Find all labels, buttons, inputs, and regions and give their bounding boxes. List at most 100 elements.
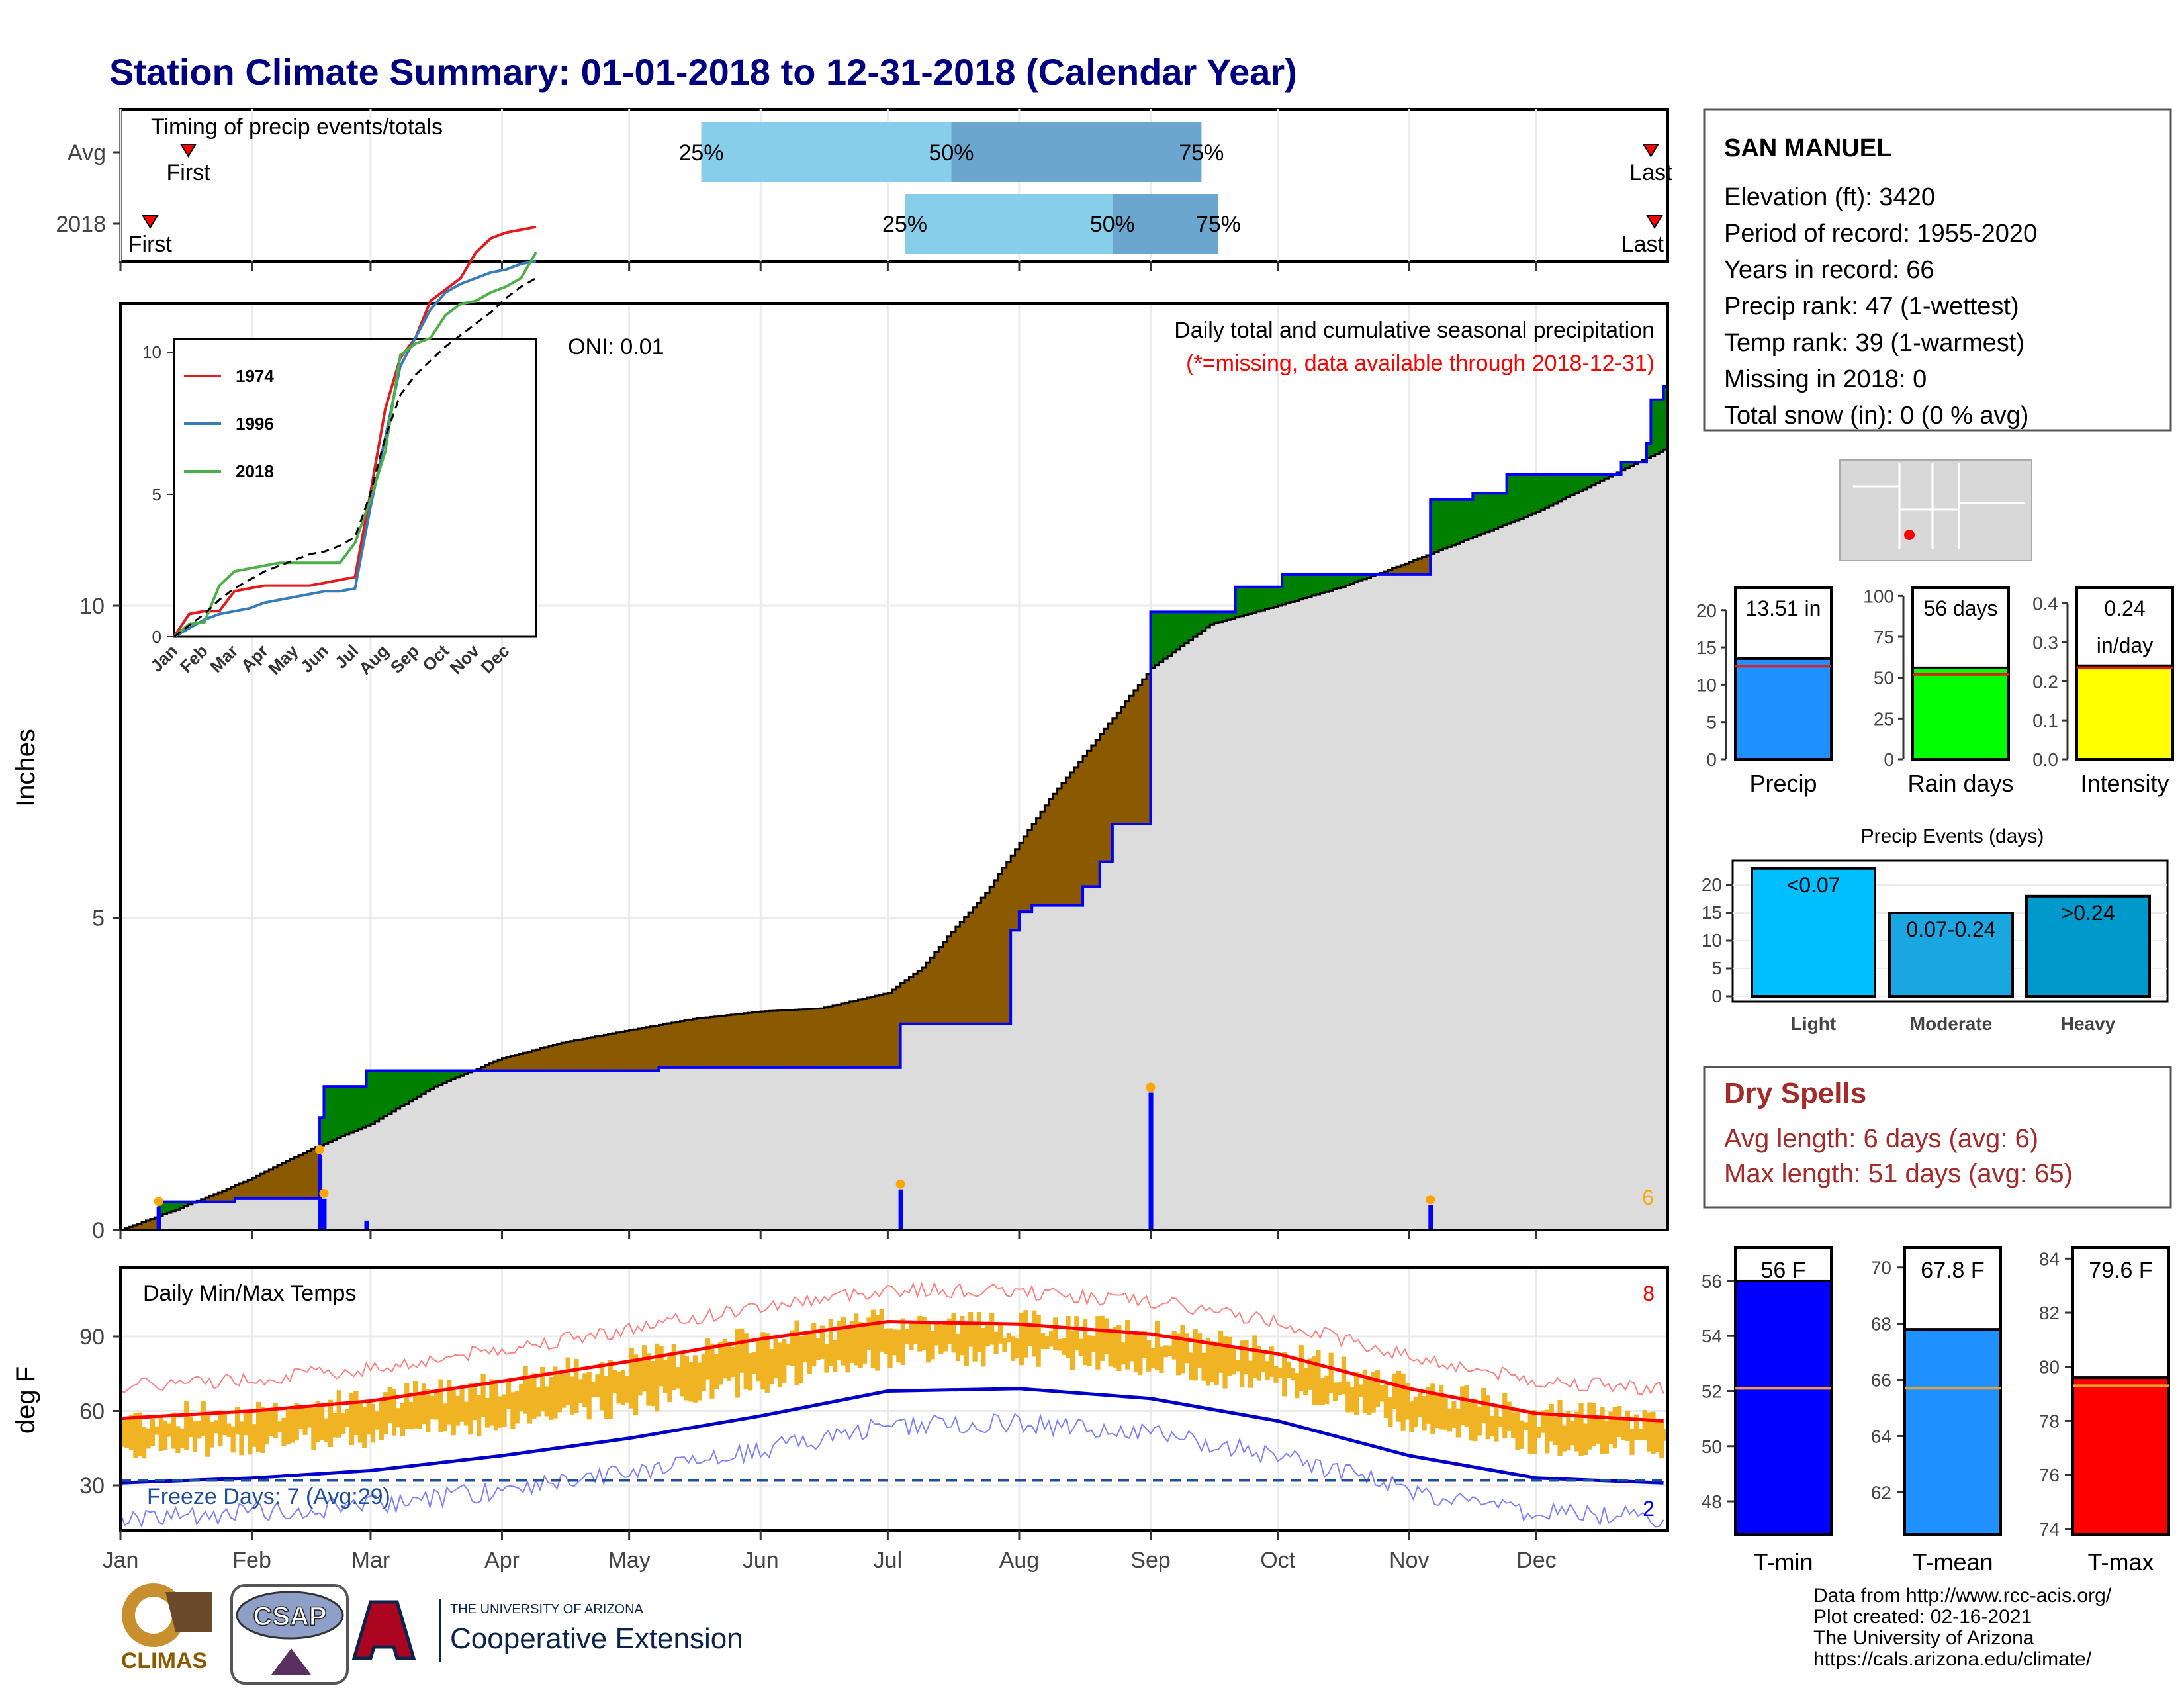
difference-fill: [926, 962, 931, 1024]
daily-range-bar: [1303, 1368, 1308, 1395]
difference-fill: [1210, 612, 1215, 625]
footer-line: Data from http://www.rcc-acis.org/: [1813, 1585, 2112, 1607]
value-line: in/day: [2097, 633, 2153, 657]
difference-fill: [1383, 571, 1388, 575]
daily-range-bar: [1316, 1350, 1321, 1405]
difference-fill: [1353, 574, 1359, 583]
daily-range-bar: [993, 1331, 999, 1354]
daily-range-bar: [1621, 1417, 1626, 1440]
daily-range-bar: [531, 1373, 537, 1419]
difference-fill: [578, 1039, 583, 1071]
difference-fill: [163, 1201, 168, 1215]
daily-range-bar: [1345, 1381, 1351, 1413]
difference-fill: [391, 1070, 396, 1111]
avg-cumulative-line: [120, 448, 1668, 1231]
difference-fill: [807, 1009, 812, 1068]
legend-label: 1974: [236, 366, 274, 386]
daily-range-bar: [239, 1421, 244, 1456]
difference-fill: [993, 880, 999, 1024]
difference-fill: [891, 989, 897, 1068]
daily-range-bar: [544, 1386, 549, 1417]
daily-range-bar: [1519, 1420, 1525, 1449]
daily-range-bar: [527, 1378, 533, 1424]
event-bar-moderate: [1888, 912, 2014, 998]
daily-range-bar: [701, 1354, 706, 1391]
daily-range-bar: [1642, 1410, 1647, 1441]
difference-fill: [1171, 612, 1177, 653]
daily-range-bar: [947, 1318, 952, 1344]
difference-fill: [697, 1018, 702, 1068]
difference-fill: [137, 1223, 142, 1230]
first-marker: [142, 215, 159, 229]
daily-range-bar: [599, 1362, 605, 1411]
month-label: Jun: [743, 1548, 779, 1573]
daily-range-bar: [1048, 1331, 1054, 1347]
events-tick: 15: [1702, 902, 1722, 923]
daily-range-bar: [234, 1407, 240, 1435]
temp-tick: 50: [1702, 1436, 1722, 1457]
daily-range-bar: [637, 1360, 643, 1396]
difference-fill: [1566, 474, 1571, 498]
difference-fill: [553, 1045, 558, 1071]
daily-range-bar: [1578, 1403, 1584, 1456]
temp-value: 56 F: [1760, 1258, 1805, 1283]
difference-fill: [1057, 788, 1062, 906]
daily-range-bar: [930, 1331, 935, 1360]
difference-fill: [1307, 574, 1312, 597]
difference-fill: [1477, 493, 1482, 536]
difference-fill: [375, 1070, 380, 1121]
daily-range-bar: [353, 1390, 359, 1436]
daily-range-bar: [273, 1403, 278, 1439]
difference-fill: [1006, 861, 1011, 1024]
daily-range-bar: [1226, 1336, 1232, 1376]
daily-range-bar: [828, 1319, 833, 1366]
difference-fill: [705, 1017, 710, 1068]
daily-range-bar: [463, 1401, 469, 1426]
summary-tick: 0: [1884, 749, 1894, 770]
summary-tick: 0.4: [2032, 594, 2058, 614]
difference-fill: [557, 1043, 562, 1071]
daily-range-bar: [849, 1321, 854, 1363]
daily-range-bar: [1591, 1403, 1596, 1446]
daily-range-bar: [569, 1376, 575, 1415]
heavy-event-marker: [895, 1179, 905, 1189]
daily-range-bar: [1083, 1319, 1088, 1366]
inset-y-tick: 10: [142, 342, 161, 362]
difference-fill: [442, 1070, 447, 1083]
difference-fill: [1443, 499, 1448, 549]
daily-range-bar: [1324, 1375, 1330, 1404]
month-label: Apr: [484, 1548, 520, 1573]
difference-fill: [1489, 493, 1494, 531]
daily-range-bar: [574, 1358, 579, 1413]
difference-fill: [531, 1050, 537, 1071]
difference-fill: [421, 1070, 426, 1094]
avg-high-line: [120, 1319, 1664, 1423]
daily-range-bar: [1218, 1331, 1224, 1373]
difference-fill: [1574, 474, 1580, 494]
difference-fill: [1167, 612, 1173, 656]
difference-fill: [1099, 734, 1105, 862]
difference-fill: [569, 1041, 574, 1071]
difference-fill: [1460, 499, 1465, 542]
daily-range-bar: [692, 1355, 698, 1403]
summary-tick: 75: [1874, 627, 1894, 647]
daily-range-bar: [1175, 1333, 1181, 1376]
daily-range-bar: [1464, 1385, 1469, 1427]
heavy-event-marker: [315, 1145, 325, 1154]
daily-range-bar: [1120, 1342, 1126, 1365]
difference-fill: [1430, 499, 1435, 554]
daily-range-bar: [1290, 1367, 1296, 1381]
difference-fill: [798, 1009, 803, 1068]
daily-range-bar: [345, 1409, 350, 1428]
difference-fill: [726, 1015, 731, 1068]
climas-logo-text: CLIMAS: [121, 1648, 207, 1673]
daily-range-bar: [1392, 1373, 1397, 1409]
daily-range-bar: [722, 1338, 727, 1379]
daily-range-bar: [833, 1340, 838, 1372]
difference-fill: [218, 1192, 223, 1202]
difference-fill: [1345, 574, 1351, 586]
difference-fill: [1655, 399, 1660, 454]
difference-fill: [226, 1188, 232, 1202]
daily-range-bar: [171, 1412, 177, 1449]
daily-range-bar: [629, 1348, 634, 1409]
